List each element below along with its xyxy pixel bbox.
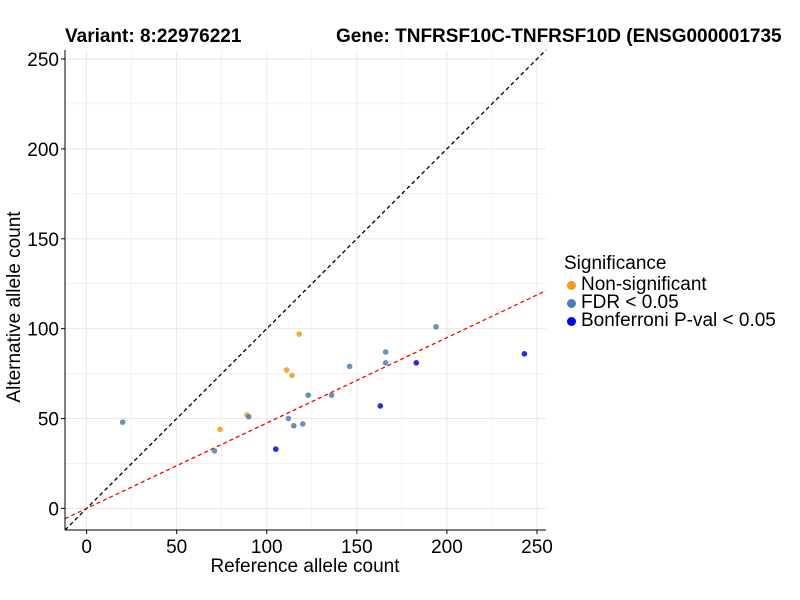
- legend-dot-icon: [567, 280, 576, 290]
- reference-lines: [64, 49, 547, 531]
- data-point: [245, 413, 252, 420]
- x-tick-label: 200: [431, 537, 463, 558]
- reference-line-identity: [64, 49, 547, 531]
- data-point: [377, 403, 384, 409]
- legend: Significance Non-significant FDR < 0.05 …: [564, 253, 776, 331]
- data-point: [299, 421, 306, 427]
- data-point: [305, 392, 312, 398]
- legend-item-bonferroni: Bonferroni P-val < 0.05: [564, 310, 776, 331]
- data-point: [217, 426, 223, 433]
- legend-item-fdr: FDR < 0.05: [564, 292, 776, 313]
- legend-label: Non-significant: [581, 274, 707, 295]
- y-axis-ticks: 0 50 100 150 200 250: [27, 50, 65, 520]
- y-tick-label: 50: [38, 410, 59, 431]
- axes: [64, 50, 546, 531]
- x-tick-label: 0: [81, 537, 92, 558]
- legend-title: Significance: [564, 253, 667, 274]
- x-tick-label: 250: [521, 537, 553, 558]
- data-point: [289, 372, 295, 379]
- data-point: [283, 367, 290, 373]
- x-tick-label: 150: [341, 537, 373, 558]
- data-point: [521, 351, 528, 357]
- data-point: [433, 324, 439, 330]
- x-tick-label: 100: [251, 537, 283, 558]
- y-tick-label: 250: [27, 50, 59, 71]
- reference-line-fit: [64, 290, 547, 520]
- legend-dot-icon: [567, 316, 576, 326]
- gene-title: Gene: TNFRSF10C-TNFRSF10D (ENSG000001735: [336, 26, 782, 47]
- data-point: [328, 392, 335, 398]
- grid: [65, 50, 546, 530]
- data-points: [119, 324, 528, 454]
- y-tick-label: 150: [27, 230, 59, 251]
- data-point: [119, 419, 126, 425]
- legend-item-non-significant: Non-significant: [564, 274, 776, 295]
- data-point: [413, 360, 420, 366]
- legend-label: Bonferroni P-val < 0.05: [581, 310, 776, 331]
- data-point: [211, 448, 218, 454]
- data-point: [382, 349, 389, 355]
- y-tick-label: 0: [48, 499, 59, 520]
- x-axis-label: Reference allele count: [210, 556, 400, 577]
- x-tick-label: 50: [166, 537, 187, 558]
- legend-dot-icon: [567, 298, 576, 308]
- x-axis-ticks: 0 50 100 150 200 250: [81, 530, 553, 558]
- variant-title: Variant: 8:22976221: [65, 26, 242, 47]
- y-tick-label: 100: [27, 320, 59, 341]
- data-point: [382, 360, 389, 366]
- data-point: [290, 422, 297, 429]
- data-point: [272, 446, 279, 452]
- data-point: [285, 415, 292, 422]
- legend-label: FDR < 0.05: [581, 292, 679, 313]
- data-point: [346, 363, 353, 370]
- y-axis-label: Alternative allele count: [4, 211, 25, 403]
- y-tick-label: 200: [27, 140, 59, 161]
- data-point: [296, 331, 302, 337]
